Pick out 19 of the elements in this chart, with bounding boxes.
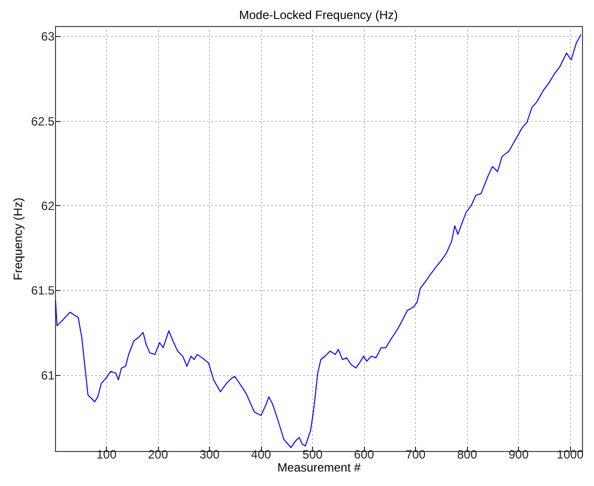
y-tick-label: 62 [41,198,55,213]
x-tick-label: 700 [406,448,426,462]
y-tick-label: 62.5 [31,114,55,128]
y-axis-title: Frequency (Hz) [11,198,26,280]
chart-title: Mode-Locked Frequency (Hz) [239,8,398,22]
line-series [55,34,582,448]
x-tick-label: 500 [302,448,323,462]
y-tick-label: 63 [41,30,55,44]
x-tick-label: 900 [508,448,529,462]
x-tick-label: 800 [457,448,478,462]
x-tick-label: 200 [148,448,168,462]
x-tick-label: 600 [354,448,374,462]
x-tick-label: 300 [200,448,220,462]
x-tick-label: 100 [96,448,117,462]
x-axis-title: Measurement # [277,460,362,474]
x-tick-label: 1000 [556,448,584,462]
y-tick-label: 61.5 [31,284,55,298]
y-tick-label: 61 [41,368,55,382]
x-tick-label: 400 [251,448,272,462]
